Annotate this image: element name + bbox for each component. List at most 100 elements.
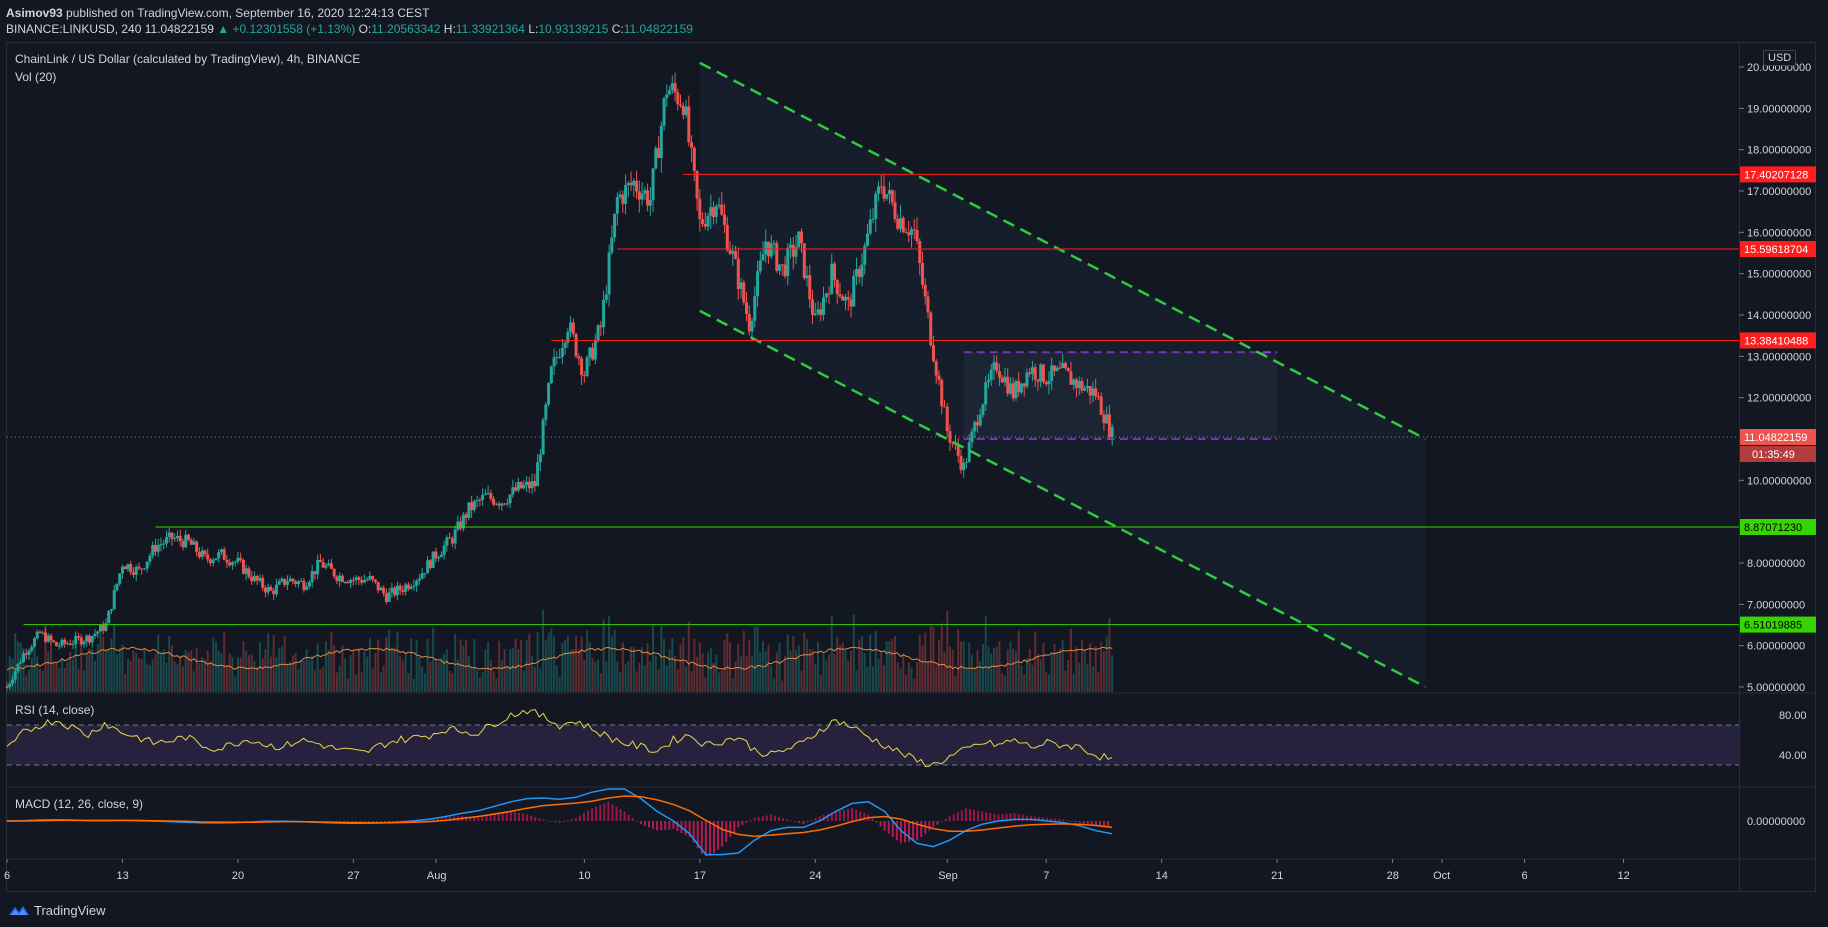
candle-body xyxy=(222,549,226,560)
candle-body xyxy=(863,245,867,265)
volume-bar xyxy=(740,656,743,692)
volume-bar xyxy=(107,649,110,692)
macd-histogram-bar xyxy=(387,821,390,822)
candle-body xyxy=(258,577,262,581)
candle-body xyxy=(824,293,828,298)
candle-body xyxy=(272,590,276,595)
volume-bar xyxy=(352,649,355,692)
volume-bar xyxy=(970,655,973,692)
macd-histogram-bar xyxy=(810,820,813,822)
volume-bar xyxy=(154,653,157,692)
volume-bar xyxy=(937,639,940,692)
candle-body xyxy=(632,180,636,186)
currency-selector[interactable]: USD xyxy=(1763,50,1797,66)
candle-body xyxy=(365,579,369,581)
candle-body xyxy=(780,264,784,266)
volume-bar xyxy=(500,659,503,692)
candle-body xyxy=(893,202,897,220)
candle-body xyxy=(41,632,45,634)
candle-body xyxy=(569,322,573,332)
macd-histogram-bar xyxy=(582,813,585,821)
candle-body xyxy=(835,280,839,295)
candle-body xyxy=(602,299,606,328)
candle-body xyxy=(1072,379,1076,385)
candle-body xyxy=(54,642,58,647)
volume-bar xyxy=(385,636,388,692)
macd-histogram-bar xyxy=(863,813,866,821)
tradingview-brand[interactable]: TradingView xyxy=(34,903,106,918)
macd-histogram-bar xyxy=(1098,821,1101,827)
volume-bar xyxy=(726,633,729,692)
macd-histogram-bar xyxy=(1050,818,1053,821)
volume-bar xyxy=(393,647,396,692)
candle-body xyxy=(852,275,856,307)
candle-body xyxy=(296,581,300,584)
candle-body xyxy=(1011,383,1015,399)
candle-body xyxy=(43,632,47,642)
volume-bar xyxy=(247,655,250,692)
macd-histogram-bar xyxy=(838,810,841,821)
volume-bar xyxy=(316,643,319,692)
volume-bar xyxy=(520,639,523,692)
volume-bar xyxy=(1014,651,1017,692)
low-label: L: xyxy=(528,22,539,36)
price-axis-label: 5.00000000 xyxy=(1747,682,1805,694)
volume-bar xyxy=(49,641,52,692)
candle-body xyxy=(181,541,185,548)
candle-body xyxy=(85,635,89,642)
volume-bar xyxy=(330,632,333,692)
volume-bar xyxy=(594,661,597,692)
volume-bar xyxy=(932,626,935,692)
volume-bar xyxy=(797,644,800,692)
candle-body xyxy=(739,282,743,289)
macd-histogram-bar xyxy=(587,810,590,821)
volume-bar xyxy=(602,619,605,692)
macd-histogram-bar xyxy=(765,815,768,821)
volume-bar xyxy=(569,650,572,692)
candle-body xyxy=(148,555,152,562)
volume-bar xyxy=(610,636,613,692)
candle-body xyxy=(844,296,848,301)
candle-body xyxy=(197,552,201,557)
time-axis-label: 6 xyxy=(1522,870,1528,882)
candle-body xyxy=(849,299,853,307)
level-label: 8.87071230 xyxy=(1744,522,1802,534)
volume-bar xyxy=(113,624,116,692)
volume-bar xyxy=(555,665,558,692)
candle-body xyxy=(956,444,960,456)
macd-histogram-bar xyxy=(432,818,435,821)
volume-bar xyxy=(926,661,929,692)
candle-body xyxy=(742,282,746,303)
channel-upper-line[interactable] xyxy=(699,61,1427,441)
volume-bar xyxy=(159,652,162,692)
candle-body xyxy=(536,462,540,487)
volume-bar xyxy=(992,647,995,692)
author-name[interactable]: Asimov93 xyxy=(6,6,63,20)
macd-histogram-bar xyxy=(522,813,525,821)
candle-body xyxy=(252,575,256,582)
candle-body xyxy=(868,219,872,234)
candle-body xyxy=(456,521,460,530)
volume-bar xyxy=(423,673,426,692)
volume-bar xyxy=(1078,662,1081,692)
macd-histogram-bar xyxy=(960,810,963,821)
candle-body xyxy=(475,499,479,502)
volume-bar xyxy=(627,661,630,692)
volume-bar xyxy=(1023,674,1026,692)
publish-info: published on TradingView.com, September … xyxy=(66,6,430,20)
tradingview-logo-icon[interactable] xyxy=(8,903,30,917)
volume-bar xyxy=(893,636,896,692)
candle-body xyxy=(178,536,182,542)
candle-body xyxy=(657,148,661,159)
candle-body xyxy=(593,340,597,360)
channel-lower-line[interactable] xyxy=(699,309,1427,689)
volume-bar xyxy=(965,669,968,692)
volume-bar xyxy=(902,653,905,692)
volume-bar xyxy=(426,638,429,692)
candle-body xyxy=(390,587,394,593)
volume-bar xyxy=(181,666,184,692)
candle-body xyxy=(230,562,234,566)
macd-histogram-bar xyxy=(1046,817,1049,821)
volume-bar xyxy=(522,670,525,692)
